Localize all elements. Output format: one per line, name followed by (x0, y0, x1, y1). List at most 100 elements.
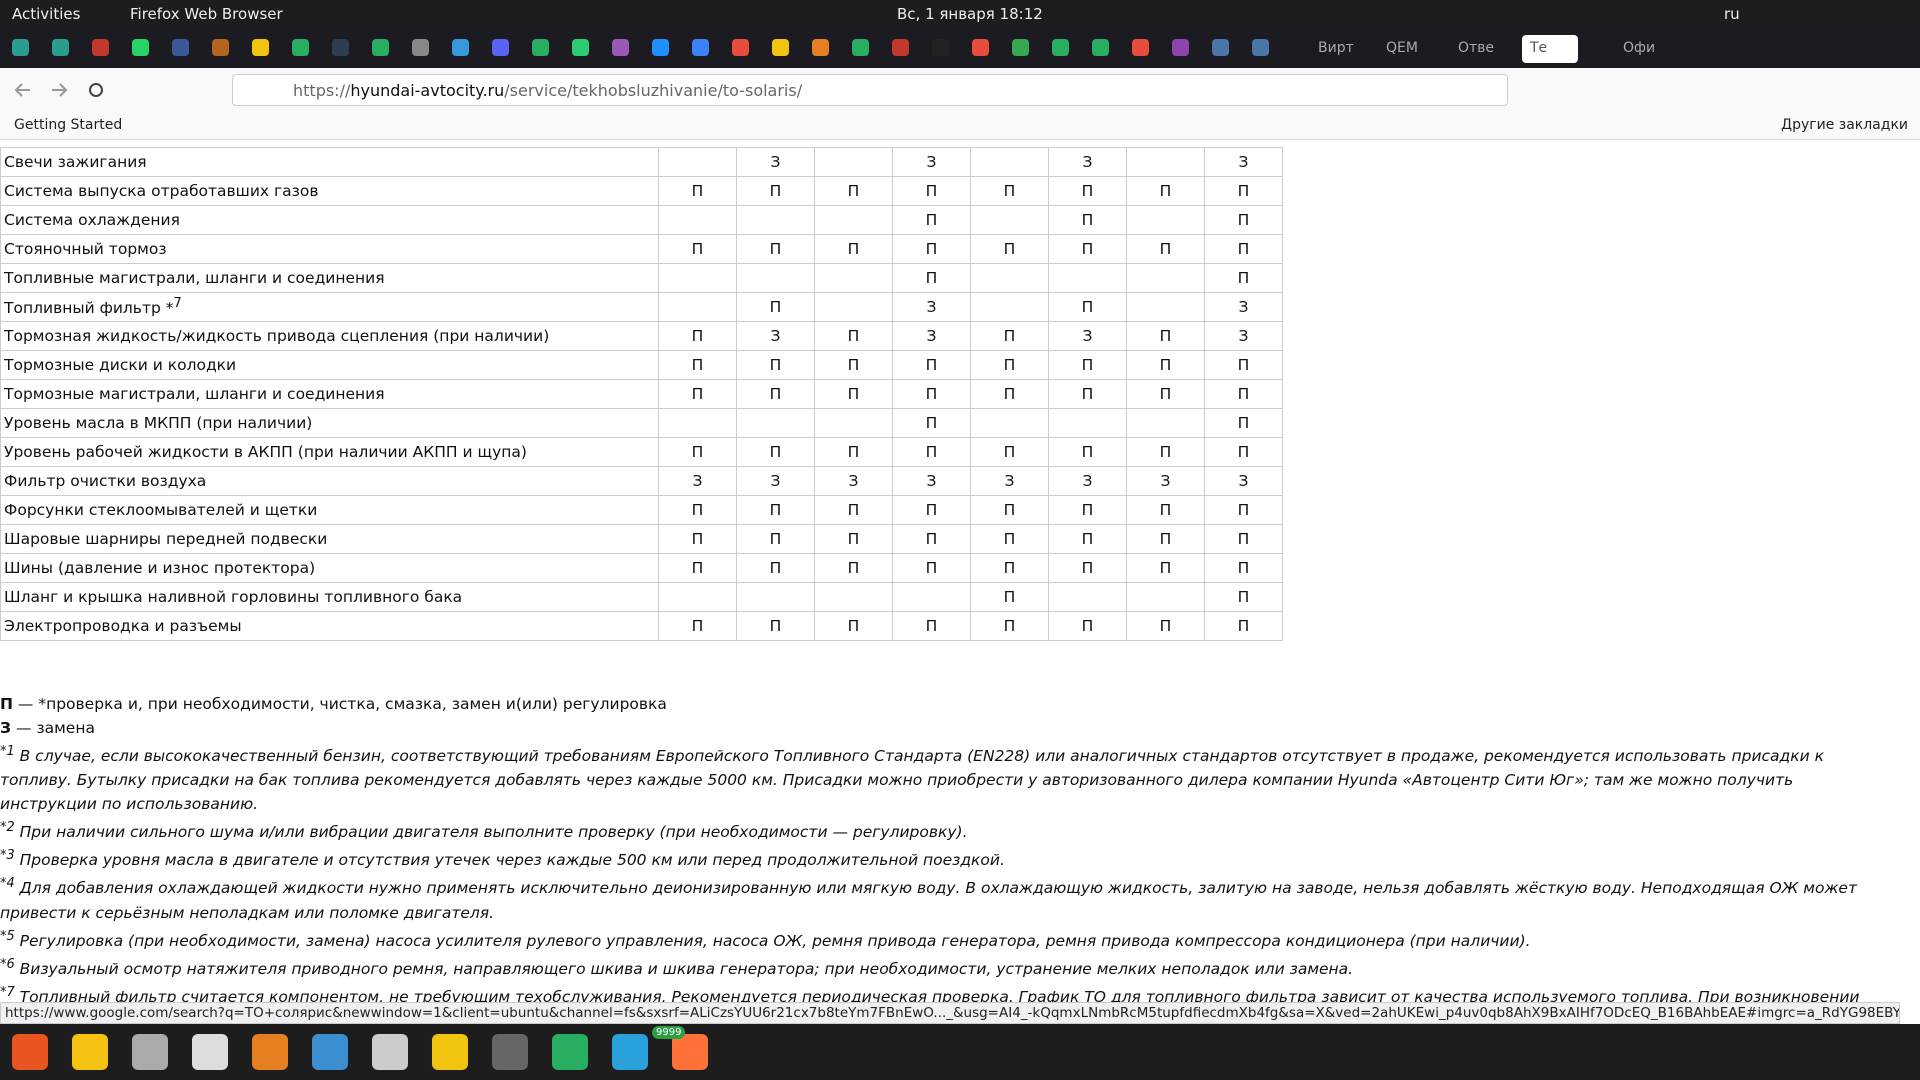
cell: З (892, 321, 971, 351)
tab-icon[interactable] (932, 39, 949, 56)
tab[interactable]: Отве (1458, 40, 1495, 56)
tab-icon[interactable] (812, 39, 829, 56)
dock-icon[interactable] (552, 1034, 588, 1070)
dock-icon[interactable] (252, 1034, 288, 1070)
cell: П (892, 263, 971, 293)
cell: З (892, 147, 971, 177)
tab-icon[interactable] (212, 39, 229, 56)
dock-icon[interactable] (192, 1034, 228, 1070)
cell (658, 205, 737, 235)
dock-icon[interactable] (12, 1034, 48, 1070)
tab-icon[interactable] (532, 39, 549, 56)
cell: З (736, 321, 815, 351)
activities[interactable]: Activities (12, 5, 81, 23)
dock-icon[interactable] (312, 1034, 348, 1070)
tab-icon[interactable] (892, 39, 909, 56)
row-label: Электропроводка и разъемы (4, 617, 242, 635)
tab-icon[interactable] (1092, 39, 1109, 56)
tab-icon[interactable] (1172, 39, 1189, 56)
tab-icon[interactable] (572, 39, 589, 56)
table-row: Уровень рабочей жидкости в АКПП (при нал… (0, 437, 1283, 467)
cell: П (814, 611, 893, 641)
tab-icon[interactable] (492, 39, 509, 56)
tab-icon[interactable] (692, 39, 709, 56)
cell: П (892, 408, 971, 438)
cell: П (892, 205, 971, 235)
dock-icon[interactable] (432, 1034, 468, 1070)
cell: П (892, 234, 971, 264)
nav-buttons[interactable] (8, 68, 128, 112)
tab-icon[interactable] (612, 39, 629, 56)
dock-icon[interactable] (612, 1034, 648, 1070)
system-bar: Activities Firefox Web Browser Вс, 1 янв… (0, 0, 1920, 27)
tab-icon[interactable] (132, 39, 149, 56)
cell: П (1204, 263, 1283, 293)
cell (658, 147, 737, 177)
tab-icon[interactable] (332, 39, 349, 56)
table-row: Топливный фильтр *7 П З П З (0, 292, 1283, 322)
tab-icon[interactable] (252, 39, 269, 56)
cell: П (970, 582, 1049, 612)
row-name: Шаровые шарниры передней подвески (0, 524, 659, 554)
tab-icon[interactable] (1252, 39, 1269, 56)
footnote: *6 Визуальный осмотр натяжителя приводно… (0, 953, 1890, 981)
row-name: Система выпуска отработавших газов (0, 176, 659, 206)
dock-icon[interactable] (132, 1034, 168, 1070)
clock[interactable]: Вс, 1 января 18:12 (897, 5, 1043, 23)
cell: П (970, 379, 1049, 409)
tab-icon[interactable] (852, 39, 869, 56)
footnote: *1 В случае, если высококачественный бен… (0, 740, 1890, 816)
dock-icon[interactable] (492, 1034, 528, 1070)
cell: П (1048, 437, 1127, 467)
cell (814, 205, 893, 235)
bookmark-folder[interactable]: Другие закладки (1781, 117, 1908, 133)
tab-icon[interactable] (292, 39, 309, 56)
tab[interactable]: Офи (1623, 40, 1656, 56)
cell: П (736, 176, 815, 206)
tab-icon[interactable] (1052, 39, 1069, 56)
cell: З (1048, 321, 1127, 351)
tab-icon[interactable] (1012, 39, 1029, 56)
tab-icon[interactable] (52, 39, 69, 56)
cell: П (970, 321, 1049, 351)
cell: П (1048, 292, 1127, 322)
tab-icon[interactable] (372, 39, 389, 56)
dock-icon[interactable] (672, 1034, 708, 1070)
cell: П (1126, 176, 1205, 206)
tab-icon[interactable] (452, 39, 469, 56)
tab-icon[interactable] (412, 39, 429, 56)
row-name: Топливный фильтр *7 (0, 292, 659, 322)
tab-icon[interactable] (732, 39, 749, 56)
tab-icon[interactable] (652, 39, 669, 56)
cell: П (814, 350, 893, 380)
bookmark[interactable]: Getting Started (14, 117, 123, 133)
tab-icon[interactable] (1212, 39, 1229, 56)
tab-icon[interactable] (772, 39, 789, 56)
cell: П (1048, 234, 1127, 264)
tab-icon[interactable] (172, 39, 189, 56)
cell: З (892, 292, 971, 322)
row-name: Фильтр очистки воздуха (0, 466, 659, 496)
tab[interactable]: Вирт (1318, 40, 1354, 56)
app-menu[interactable]: Firefox Web Browser (130, 5, 283, 23)
cell: П (658, 176, 737, 206)
dock-icon[interactable] (72, 1034, 108, 1070)
tab-icon[interactable] (1132, 39, 1149, 56)
cell: П (1204, 234, 1283, 264)
cell (658, 582, 737, 612)
table-row: Тормозные магистрали, шланги и соединени… (0, 379, 1283, 409)
cell: П (736, 234, 815, 264)
lang[interactable]: ru (1724, 5, 1740, 23)
url-bar[interactable]: https://hyundai-avtocity.ru/service/tekh… (232, 74, 1508, 106)
tab-icon[interactable] (972, 39, 989, 56)
footnote-text: В случае, если высококачественный бензин… (0, 747, 1824, 814)
tab-icon[interactable] (12, 39, 29, 56)
tab-icon[interactable] (92, 39, 109, 56)
row-label: Стояночный тормоз (4, 240, 167, 258)
dock-icon[interactable] (372, 1034, 408, 1070)
tab[interactable]: QEM (1386, 40, 1418, 56)
footnote-ref: 7 (173, 296, 182, 312)
tab[interactable]: Те (1522, 35, 1578, 63)
